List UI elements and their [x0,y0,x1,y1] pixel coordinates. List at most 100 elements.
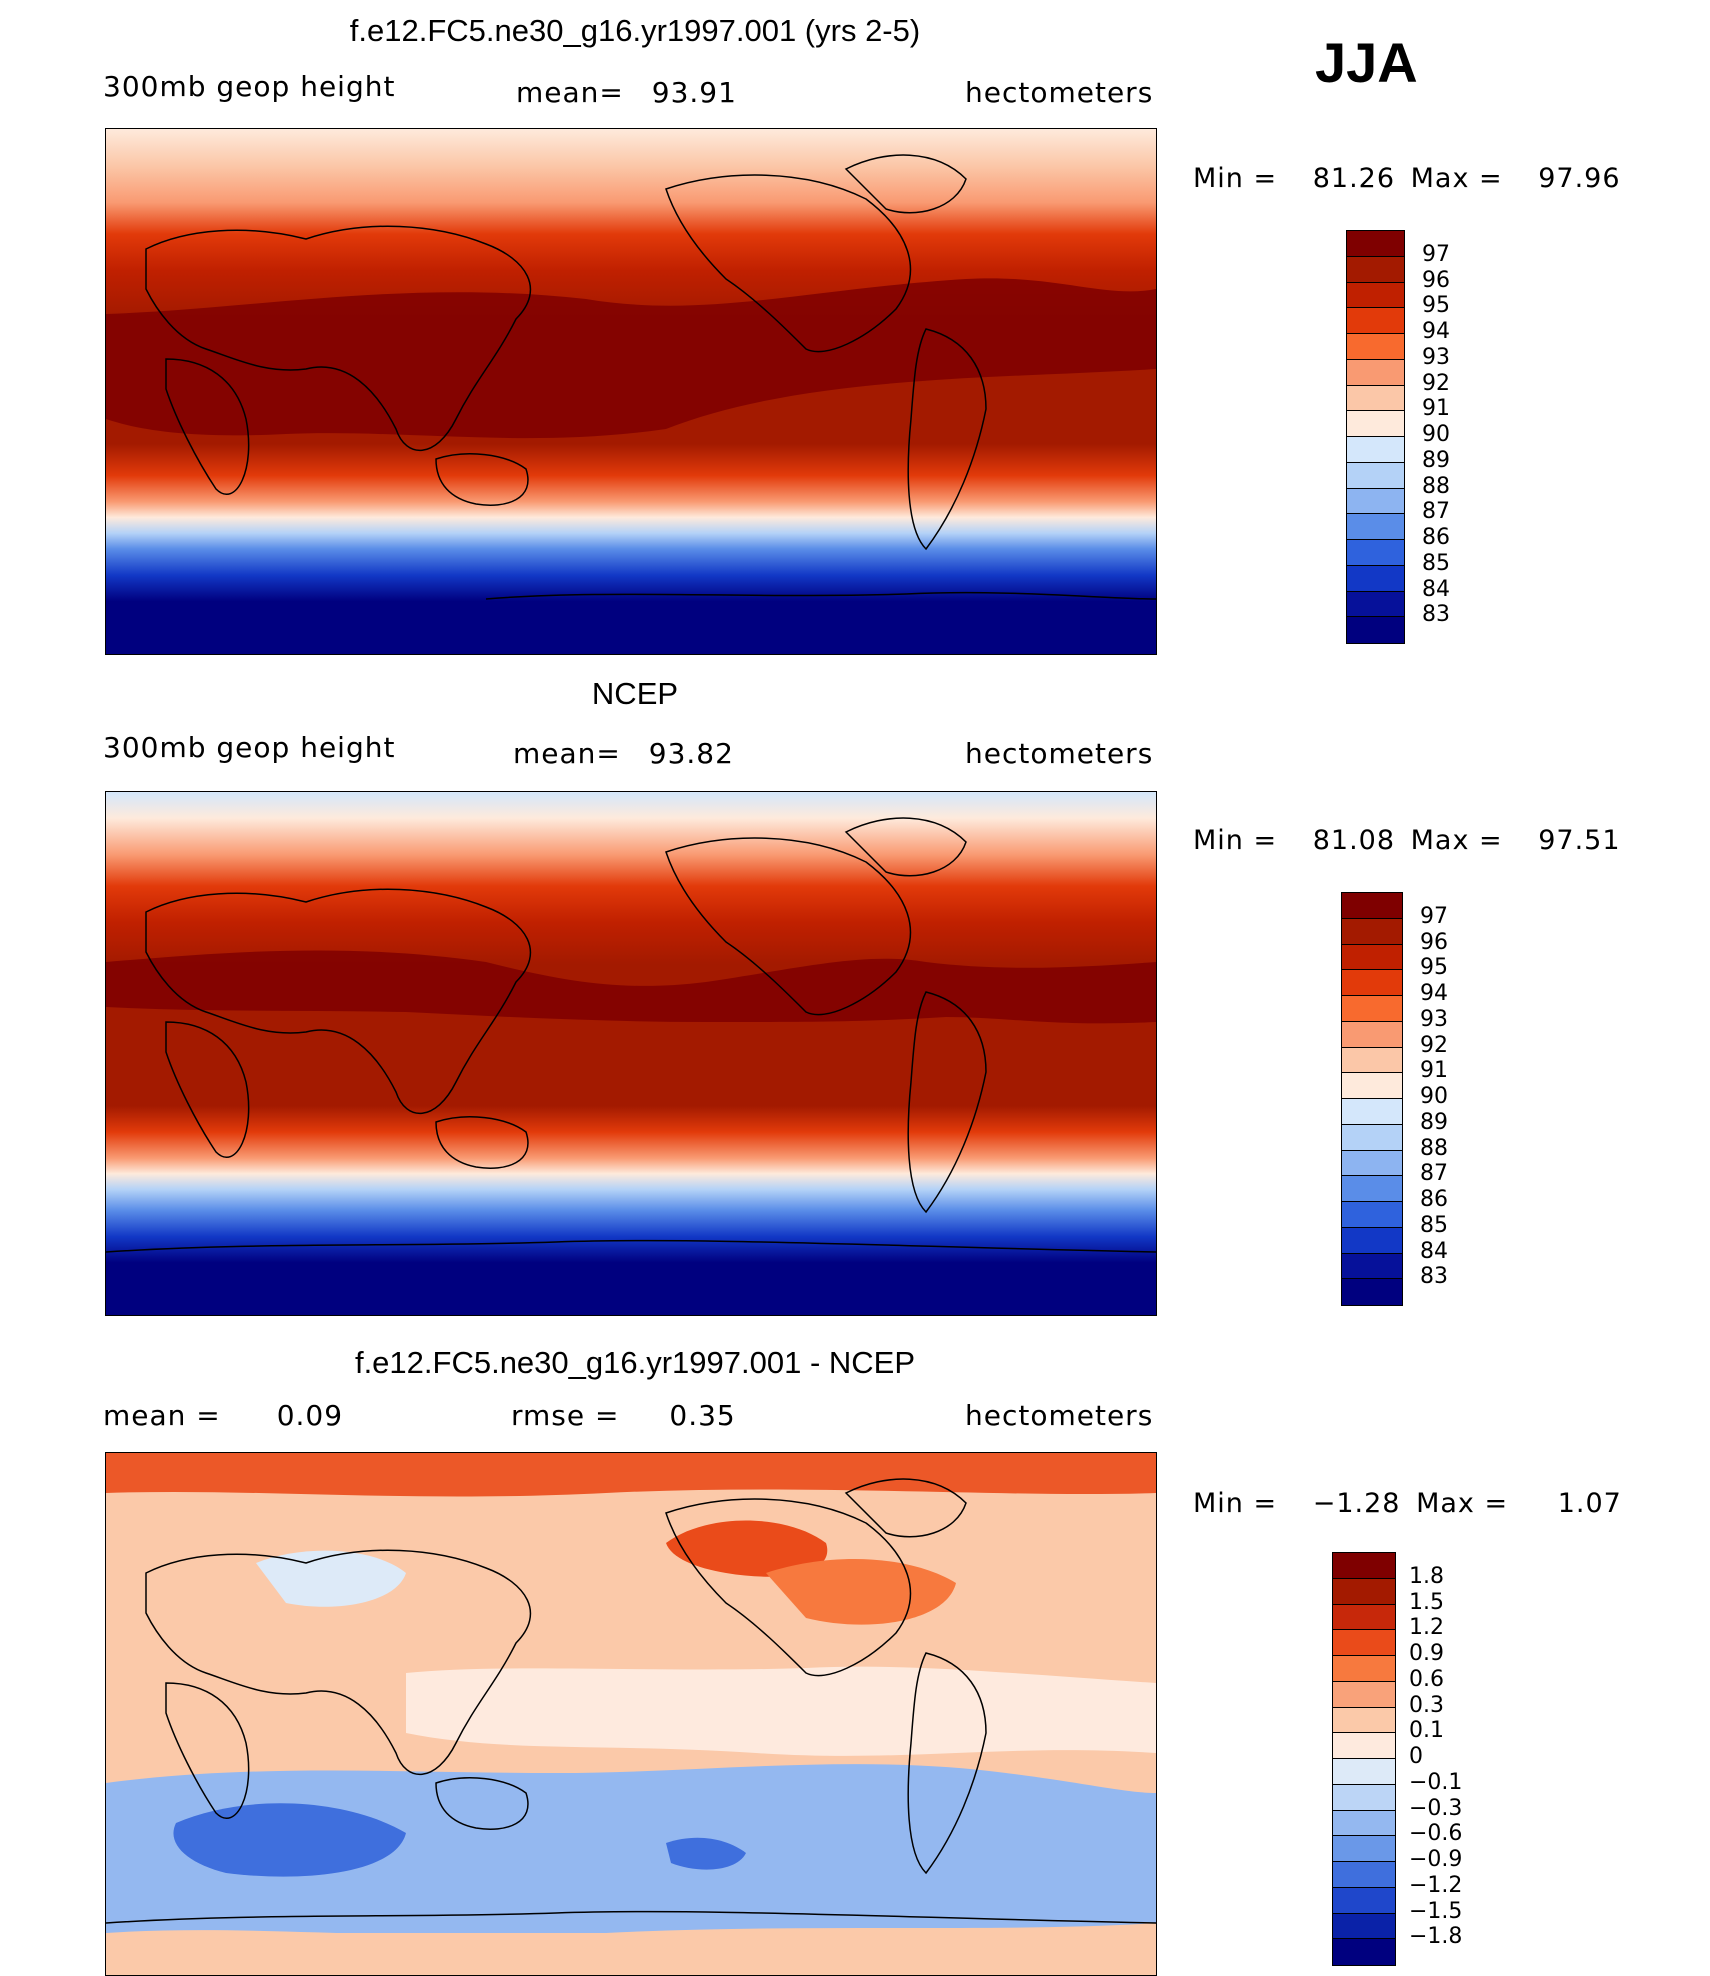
panel3-pacific-negative [666,1837,746,1870]
panel3-colorbar-box [1333,1939,1395,1965]
panel1-colorbar [1346,230,1405,644]
panel1-colorbar-tick: 91 [1422,396,1450,422]
season-label: JJA [1315,31,1418,94]
panel1-variable-label: 300mb geop height [103,70,396,103]
panel3-colorbar-tick: 0.9 [1409,1641,1444,1666]
panel2-colorbar [1341,892,1403,1306]
panel3-colorbar-box [1333,1862,1395,1888]
panel1-colorbar-box [1347,591,1404,618]
panel1-colorbar-box [1347,488,1404,515]
panel1-colorbar-tick: 92 [1422,370,1450,396]
panel2-units-label: hectometers [965,737,1154,770]
panel3-colorbar-tick: 0 [1409,1744,1423,1769]
panel3-map [105,1452,1157,1976]
panel2-mean-text: mean= [513,737,621,770]
panel3-colorbar-box [1333,1630,1395,1656]
panel1-colorbar-box [1347,540,1404,566]
panel1-colorbar-tick: 88 [1422,473,1450,499]
panel2-colorbar-box [1342,893,1402,919]
panel2-colorbar-box [1342,1253,1402,1280]
panel2-colorbar-tick: 85 [1420,1212,1448,1238]
panel2-map-svg [106,792,1156,1315]
panel3-colorbar-tick: −0.6 [1409,1821,1463,1847]
panel2-colorbar-box [1342,1047,1402,1074]
panel3-min-label: Min = [1193,1488,1278,1519]
panel1-title: f.e12.FC5.ne30_g16.yr1997.001 (yrs 2-5) [349,13,921,48]
panel3-colorbar-tick: −0.9 [1409,1847,1463,1872]
panel1-colorbar-box [1347,411,1404,437]
panel1-colorbar-tick: 94 [1422,319,1450,344]
panel2-colorbar-tick: 86 [1420,1187,1448,1212]
panel3-colorbar-tick: −0.3 [1409,1795,1463,1821]
panel3-min-value: −1.28 [1312,1488,1401,1519]
panel2-colorbar-tick: 93 [1420,1006,1448,1032]
panel3-max-label: Max = [1416,1488,1509,1519]
panel2-colorbar-tick: 96 [1420,929,1448,955]
panel1-colorbar-box [1347,256,1404,283]
panel1-colorbar-box [1347,359,1404,386]
panel1-mean-value: 93.91 [651,76,737,109]
panel3-colorbar-box [1333,1604,1395,1631]
panel2-colorbar-box [1342,1150,1402,1177]
panel1-map-svg [106,129,1156,654]
panel2-colorbar-box [1342,1099,1402,1125]
panel2-max-label: Max = [1410,825,1503,856]
panel3-rmse-text: rmse = [511,1399,620,1432]
panel2-colorbar-box [1342,918,1402,945]
panel1-mean-label: mean= 93.91 [516,76,737,109]
panel1-minmax: Min = 81.26 Max = 97.96 [1193,163,1621,194]
panel2-minmax: Min = 81.08 Max = 97.51 [1193,825,1621,856]
panel3-colorbar-tick: 1.2 [1409,1615,1444,1641]
panel2-max-band [106,950,1156,1024]
panel3-indian-ocean-negative [173,1803,406,1877]
panel1-max-band [106,278,1156,439]
panel3-southern-negative [106,1764,1156,1936]
panel3-tropical-band [406,1666,1156,1756]
panel3-minmax: Min = −1.28 Max = 1.07 [1193,1488,1622,1519]
panel3-title: f.e12.FC5.ne30_g16.yr1997.001 - NCEP [354,1345,916,1380]
panel3-colorbar-box [1333,1784,1395,1811]
panel1-colorbar-box [1347,334,1404,360]
panel1-min-label: Min = [1193,163,1278,194]
panel1-units-label: hectometers [965,76,1154,109]
panel1-colorbar-box [1347,308,1404,334]
panel3-colorbar-tick: 0.1 [1409,1718,1444,1744]
panel2-colorbar-box [1342,1176,1402,1202]
panel3-colorbar-tick: −0.1 [1409,1769,1463,1795]
panel2-colorbar-tick: 97 [1420,903,1448,929]
panel1-colorbar-box [1347,514,1404,540]
panel1-colorbar-tick: 84 [1422,576,1450,602]
panel1-colorbar-tick: 83 [1422,602,1450,628]
panel3-colorbar-box [1333,1578,1395,1605]
panel3-units-label: hectometers [965,1399,1154,1432]
panel3-colorbar-tick: 1.5 [1409,1589,1444,1615]
panel1-colorbar-tick: 90 [1422,422,1450,447]
panel1-colorbar-box [1347,231,1404,257]
panel3-colorbar-tick: −1.5 [1409,1898,1463,1924]
panel3-colorbar-tick: −1.2 [1409,1872,1463,1898]
panel3-rmse-value: 0.35 [669,1399,736,1432]
panel2-colorbar-tick: 83 [1420,1264,1448,1290]
panel3-colorbar-box [1333,1733,1395,1759]
panel3-mean-value: 0.09 [276,1399,344,1432]
panel2-colorbar-tick: 87 [1420,1161,1448,1187]
panel2-colorbar-tick: 89 [1420,1109,1448,1135]
panel2-colorbar-box [1342,1227,1402,1254]
panel1-mean-text: mean= [516,76,624,109]
panel2-mean-value: 93.82 [648,737,734,770]
panel1-colorbar-tick: 89 [1422,447,1450,473]
panel2-colorbar-box [1342,996,1402,1022]
panel2-colorbar-box [1342,944,1402,971]
panel3-max-value: 1.07 [1557,1488,1622,1519]
panel1-max-value: 97.96 [1538,163,1621,194]
panel1-max-label: Max = [1410,163,1503,194]
panel2-colorbar-tick: 84 [1420,1238,1448,1264]
panel2-colorbar-tick: 92 [1420,1032,1448,1058]
panel3-colorbar-tick: 1.8 [1409,1563,1444,1589]
panel2-colorbar-box [1342,1202,1402,1228]
panel1-colorbar-box [1347,617,1404,643]
panel1-min-value: 81.26 [1312,163,1396,194]
panel2-colorbar-box [1342,1073,1402,1099]
panel2-map [105,791,1157,1316]
panel2-colorbar-tick: 91 [1420,1058,1448,1084]
